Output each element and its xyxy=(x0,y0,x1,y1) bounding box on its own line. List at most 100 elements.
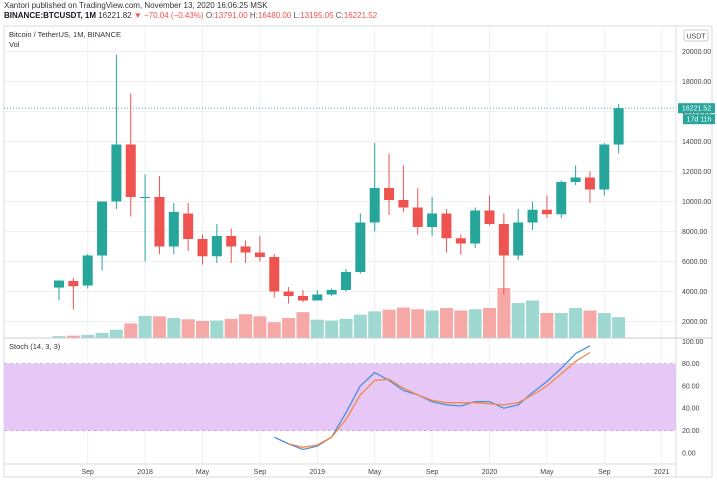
time-tick-label: Sep xyxy=(254,469,267,476)
time-tick-label: May xyxy=(540,469,554,476)
volume-bar xyxy=(540,313,554,338)
volume-bar xyxy=(66,335,80,338)
stoch-band xyxy=(4,363,676,431)
volume-bar xyxy=(310,319,324,338)
stoch-d-line xyxy=(288,351,591,448)
volume-bar xyxy=(196,320,209,338)
volume-bar xyxy=(224,318,238,338)
volume-bar xyxy=(181,319,195,338)
ohlc-summary: BINANCE:BTCUSDT, 1M 16221.82 ▼ −70.04 (−… xyxy=(4,11,377,20)
time-tick-label: Sep xyxy=(426,469,439,476)
price-tick-label: 4000.00 xyxy=(682,289,707,296)
stoch-tick-label: 40.00 xyxy=(682,406,700,413)
price-tick-label: 14000.00 xyxy=(682,139,711,146)
candle-body xyxy=(269,257,280,292)
price-axis: 20000.0018000.0016000.0014000.0012000.00… xyxy=(682,49,711,326)
stoch-axis: 100.00 80.00 60.00 40.00 20.00 0.00 xyxy=(682,339,704,458)
price-badges: 16221.52 17d 11h xyxy=(678,103,715,125)
volume-bar xyxy=(411,309,425,338)
countdown-badge xyxy=(683,114,715,125)
chart-frame xyxy=(3,25,713,478)
publisher-info: Xantori published on TradingView.com, No… xyxy=(4,1,268,10)
candle-body xyxy=(369,188,380,223)
candle-body xyxy=(398,200,409,208)
stoch-tick-label: 60.00 xyxy=(682,383,700,390)
price-tick-label: 6000.00 xyxy=(682,259,707,266)
stoch-tick-label: 80.00 xyxy=(682,361,700,368)
volume-bar xyxy=(339,318,353,338)
volume-bar xyxy=(239,314,253,338)
candle-body xyxy=(570,177,581,182)
volume-bar xyxy=(282,318,296,338)
candle-body xyxy=(197,239,208,257)
candle-body xyxy=(312,294,323,301)
candle-body xyxy=(541,209,552,215)
candle-body xyxy=(97,201,108,256)
candle-body xyxy=(125,144,136,197)
currency-label: USDT xyxy=(686,34,706,41)
candle-body xyxy=(513,222,524,256)
candle-body xyxy=(168,212,179,247)
volume-bar xyxy=(382,309,396,338)
volume-bar xyxy=(152,316,166,338)
time-tick-label: 2020 xyxy=(482,469,498,476)
candle-body xyxy=(140,197,151,198)
price-tick-label: 10000.00 xyxy=(682,199,711,206)
volume-bar xyxy=(81,334,95,338)
time-tick-label: May xyxy=(368,469,382,476)
close-value: 16221.52 xyxy=(343,11,378,20)
open-value: 13791.00 xyxy=(214,11,248,20)
price-tick-label: 8000.00 xyxy=(682,229,707,236)
candles xyxy=(54,54,624,310)
volume-bar xyxy=(468,309,482,338)
volume-bar xyxy=(253,316,267,338)
time-tick-label: 2019 xyxy=(310,469,326,476)
candle-body xyxy=(384,188,395,200)
volume-bar xyxy=(597,313,611,338)
volume-bar xyxy=(109,329,123,338)
candle-body xyxy=(412,207,423,227)
stoch-tick-label: 20.00 xyxy=(682,428,700,435)
volume-bar xyxy=(368,311,382,338)
price-tick-label: 2000.00 xyxy=(682,319,707,326)
last-value: 16221.82 xyxy=(98,11,132,20)
symbol-label: BINANCE:BTCUSDT, 1M xyxy=(4,11,96,20)
candle-body xyxy=(154,197,165,247)
volume-bar xyxy=(612,317,626,338)
candle-body xyxy=(54,280,64,288)
candle-body xyxy=(484,210,495,224)
volume-bar xyxy=(52,336,66,338)
candle-body xyxy=(254,252,265,257)
candle-body xyxy=(226,236,237,247)
stoch-tick-label: 0.00 xyxy=(682,450,696,457)
candle-body xyxy=(599,144,610,190)
time-tick-label: Sep xyxy=(598,469,611,476)
volume-bar xyxy=(124,323,138,338)
change-value: ▼ −70.04 (−0.43%) xyxy=(133,11,204,20)
stoch-lines xyxy=(274,345,591,451)
low-label: L: xyxy=(293,11,301,20)
volume-bar xyxy=(396,307,410,338)
candle-body xyxy=(297,296,308,301)
volume-bar xyxy=(554,313,568,338)
volume-label: Vol xyxy=(9,40,20,49)
last-price-badge xyxy=(678,103,715,114)
volume-bar xyxy=(138,315,152,338)
volume-bar xyxy=(296,312,310,338)
volume-bar xyxy=(353,314,367,338)
volume-bar xyxy=(167,318,181,338)
time-tick-label: May xyxy=(196,469,210,476)
time-tick-label: 2021 xyxy=(654,469,670,476)
candle-body xyxy=(355,222,366,272)
currency-box[interactable] xyxy=(683,29,709,42)
candle-body xyxy=(613,108,624,145)
volume-bar xyxy=(483,308,496,338)
candle-body xyxy=(556,182,567,215)
volume-bar xyxy=(497,288,511,338)
time-tick-label: Sep xyxy=(81,469,94,476)
price-tick-label: 18000.00 xyxy=(682,79,711,86)
candle-body xyxy=(183,213,194,239)
high-label: H: xyxy=(249,11,258,20)
stoch-title: Stoch (14, 3, 3) xyxy=(9,342,61,351)
